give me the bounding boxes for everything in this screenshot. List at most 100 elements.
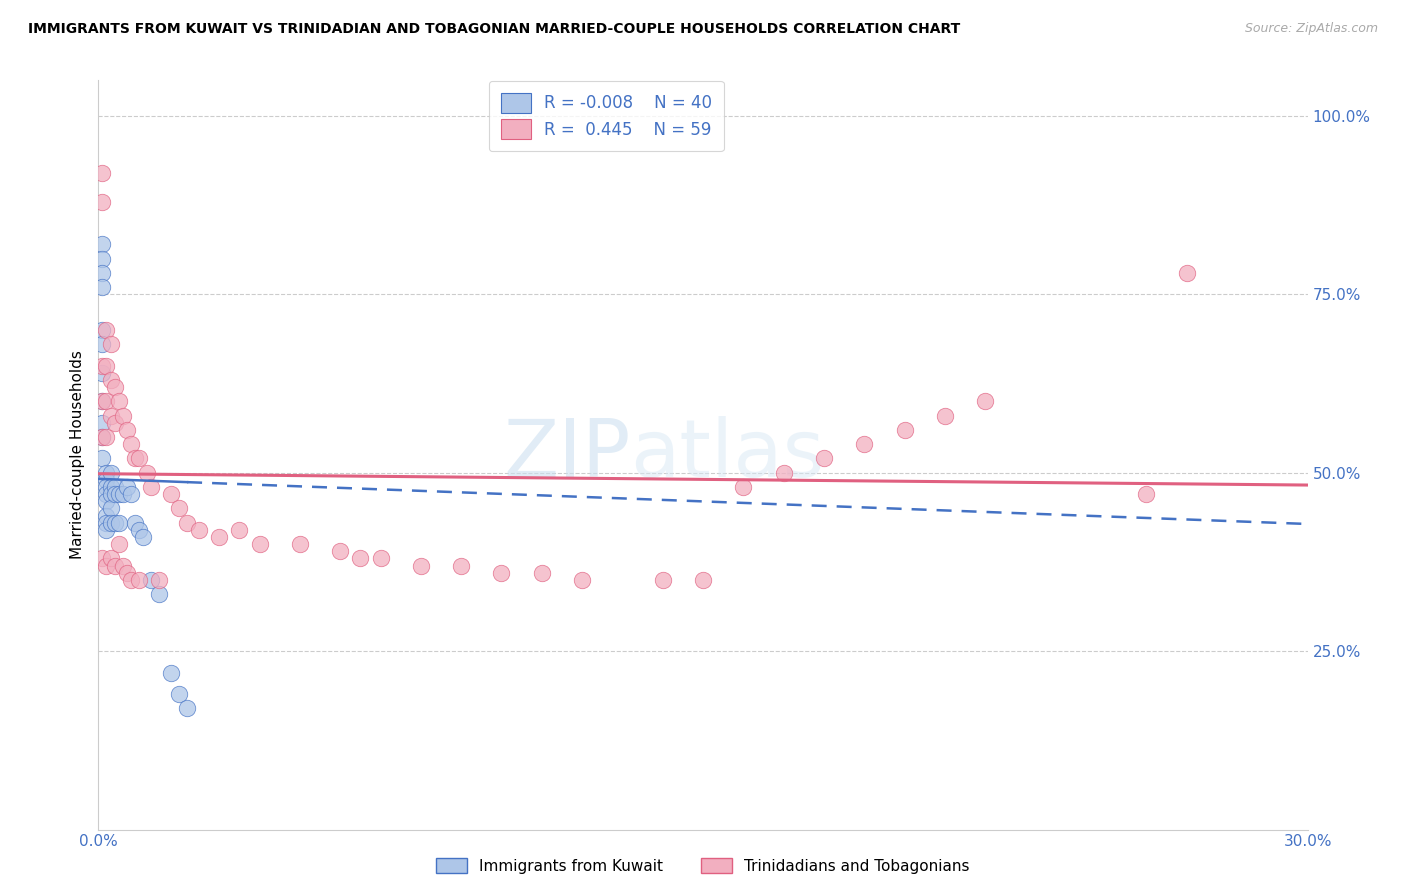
Point: [91, 194, 114, 209]
Point: [571, 573, 593, 587]
Point: [91, 266, 114, 280]
Point: [100, 480, 122, 494]
Y-axis label: Married-couple Households: Married-couple Households: [69, 351, 84, 559]
Point: [139, 480, 162, 494]
Point: [91, 359, 114, 373]
Point: [135, 466, 157, 480]
Point: [974, 394, 997, 409]
Point: [160, 487, 183, 501]
Point: [100, 551, 122, 566]
Point: [91, 237, 114, 252]
Point: [111, 409, 134, 423]
Point: [100, 487, 122, 501]
Point: [132, 530, 155, 544]
Point: [91, 551, 114, 566]
Text: atlas: atlas: [630, 416, 825, 494]
Point: [103, 480, 125, 494]
Point: [107, 487, 129, 501]
Point: [349, 551, 371, 566]
Point: [893, 423, 915, 437]
Point: [91, 430, 114, 444]
Point: [103, 487, 125, 501]
Point: [115, 480, 138, 494]
Point: [208, 530, 231, 544]
Point: [91, 280, 114, 294]
Point: [228, 523, 250, 537]
Point: [91, 323, 114, 337]
Point: [288, 537, 311, 551]
Point: [128, 451, 150, 466]
Point: [103, 380, 125, 394]
Point: [491, 566, 513, 580]
Point: [91, 430, 114, 444]
Point: [96, 494, 118, 508]
Point: [91, 394, 114, 409]
Point: [96, 516, 118, 530]
Point: [100, 501, 122, 516]
Point: [167, 687, 190, 701]
Legend: R = -0.008    N = 40, R =  0.445    N = 59: R = -0.008 N = 40, R = 0.445 N = 59: [489, 81, 724, 151]
Point: [329, 544, 352, 558]
Point: [96, 558, 118, 573]
Point: [91, 252, 114, 266]
Point: [107, 537, 129, 551]
Point: [176, 701, 198, 715]
Point: [692, 573, 714, 587]
Point: [96, 523, 118, 537]
Point: [160, 665, 183, 680]
Point: [853, 437, 876, 451]
Point: [103, 516, 125, 530]
Point: [148, 587, 170, 601]
Point: [91, 394, 114, 409]
Point: [96, 323, 118, 337]
Point: [96, 359, 118, 373]
Point: [115, 423, 138, 437]
Point: [124, 451, 146, 466]
Point: [733, 480, 755, 494]
Point: [111, 558, 134, 573]
Point: [91, 366, 114, 380]
Point: [1135, 487, 1157, 501]
Text: IMMIGRANTS FROM KUWAIT VS TRINIDADIAN AND TOBAGONIAN MARRIED-COUPLE HOUSEHOLDS C: IMMIGRANTS FROM KUWAIT VS TRINIDADIAN AN…: [28, 22, 960, 37]
Point: [96, 430, 118, 444]
Point: [96, 473, 118, 487]
Point: [120, 573, 142, 587]
Point: [96, 466, 118, 480]
Point: [651, 573, 673, 587]
Point: [128, 573, 150, 587]
Point: [249, 537, 271, 551]
Point: [107, 394, 129, 409]
Point: [100, 373, 122, 387]
Point: [91, 166, 114, 180]
Point: [103, 416, 125, 430]
Point: [96, 508, 118, 523]
Point: [176, 516, 198, 530]
Point: [100, 516, 122, 530]
Point: [91, 416, 114, 430]
Point: [96, 394, 118, 409]
Point: [100, 337, 122, 351]
Point: [107, 516, 129, 530]
Point: [188, 523, 211, 537]
Point: [139, 573, 162, 587]
Point: [370, 551, 392, 566]
Point: [530, 566, 553, 580]
Point: [167, 501, 190, 516]
Legend: Immigrants from Kuwait, Trinidadians and Tobagonians: Immigrants from Kuwait, Trinidadians and…: [430, 852, 976, 880]
Text: Source: ZipAtlas.com: Source: ZipAtlas.com: [1244, 22, 1378, 36]
Point: [1175, 266, 1198, 280]
Point: [100, 466, 122, 480]
Point: [100, 409, 122, 423]
Point: [96, 480, 118, 494]
Point: [772, 466, 794, 480]
Point: [115, 566, 138, 580]
Point: [148, 573, 170, 587]
Text: ZIP: ZIP: [503, 416, 630, 494]
Point: [450, 558, 472, 573]
Point: [96, 487, 118, 501]
Point: [91, 337, 114, 351]
Point: [111, 487, 134, 501]
Point: [128, 523, 150, 537]
Point: [91, 451, 114, 466]
Point: [124, 516, 146, 530]
